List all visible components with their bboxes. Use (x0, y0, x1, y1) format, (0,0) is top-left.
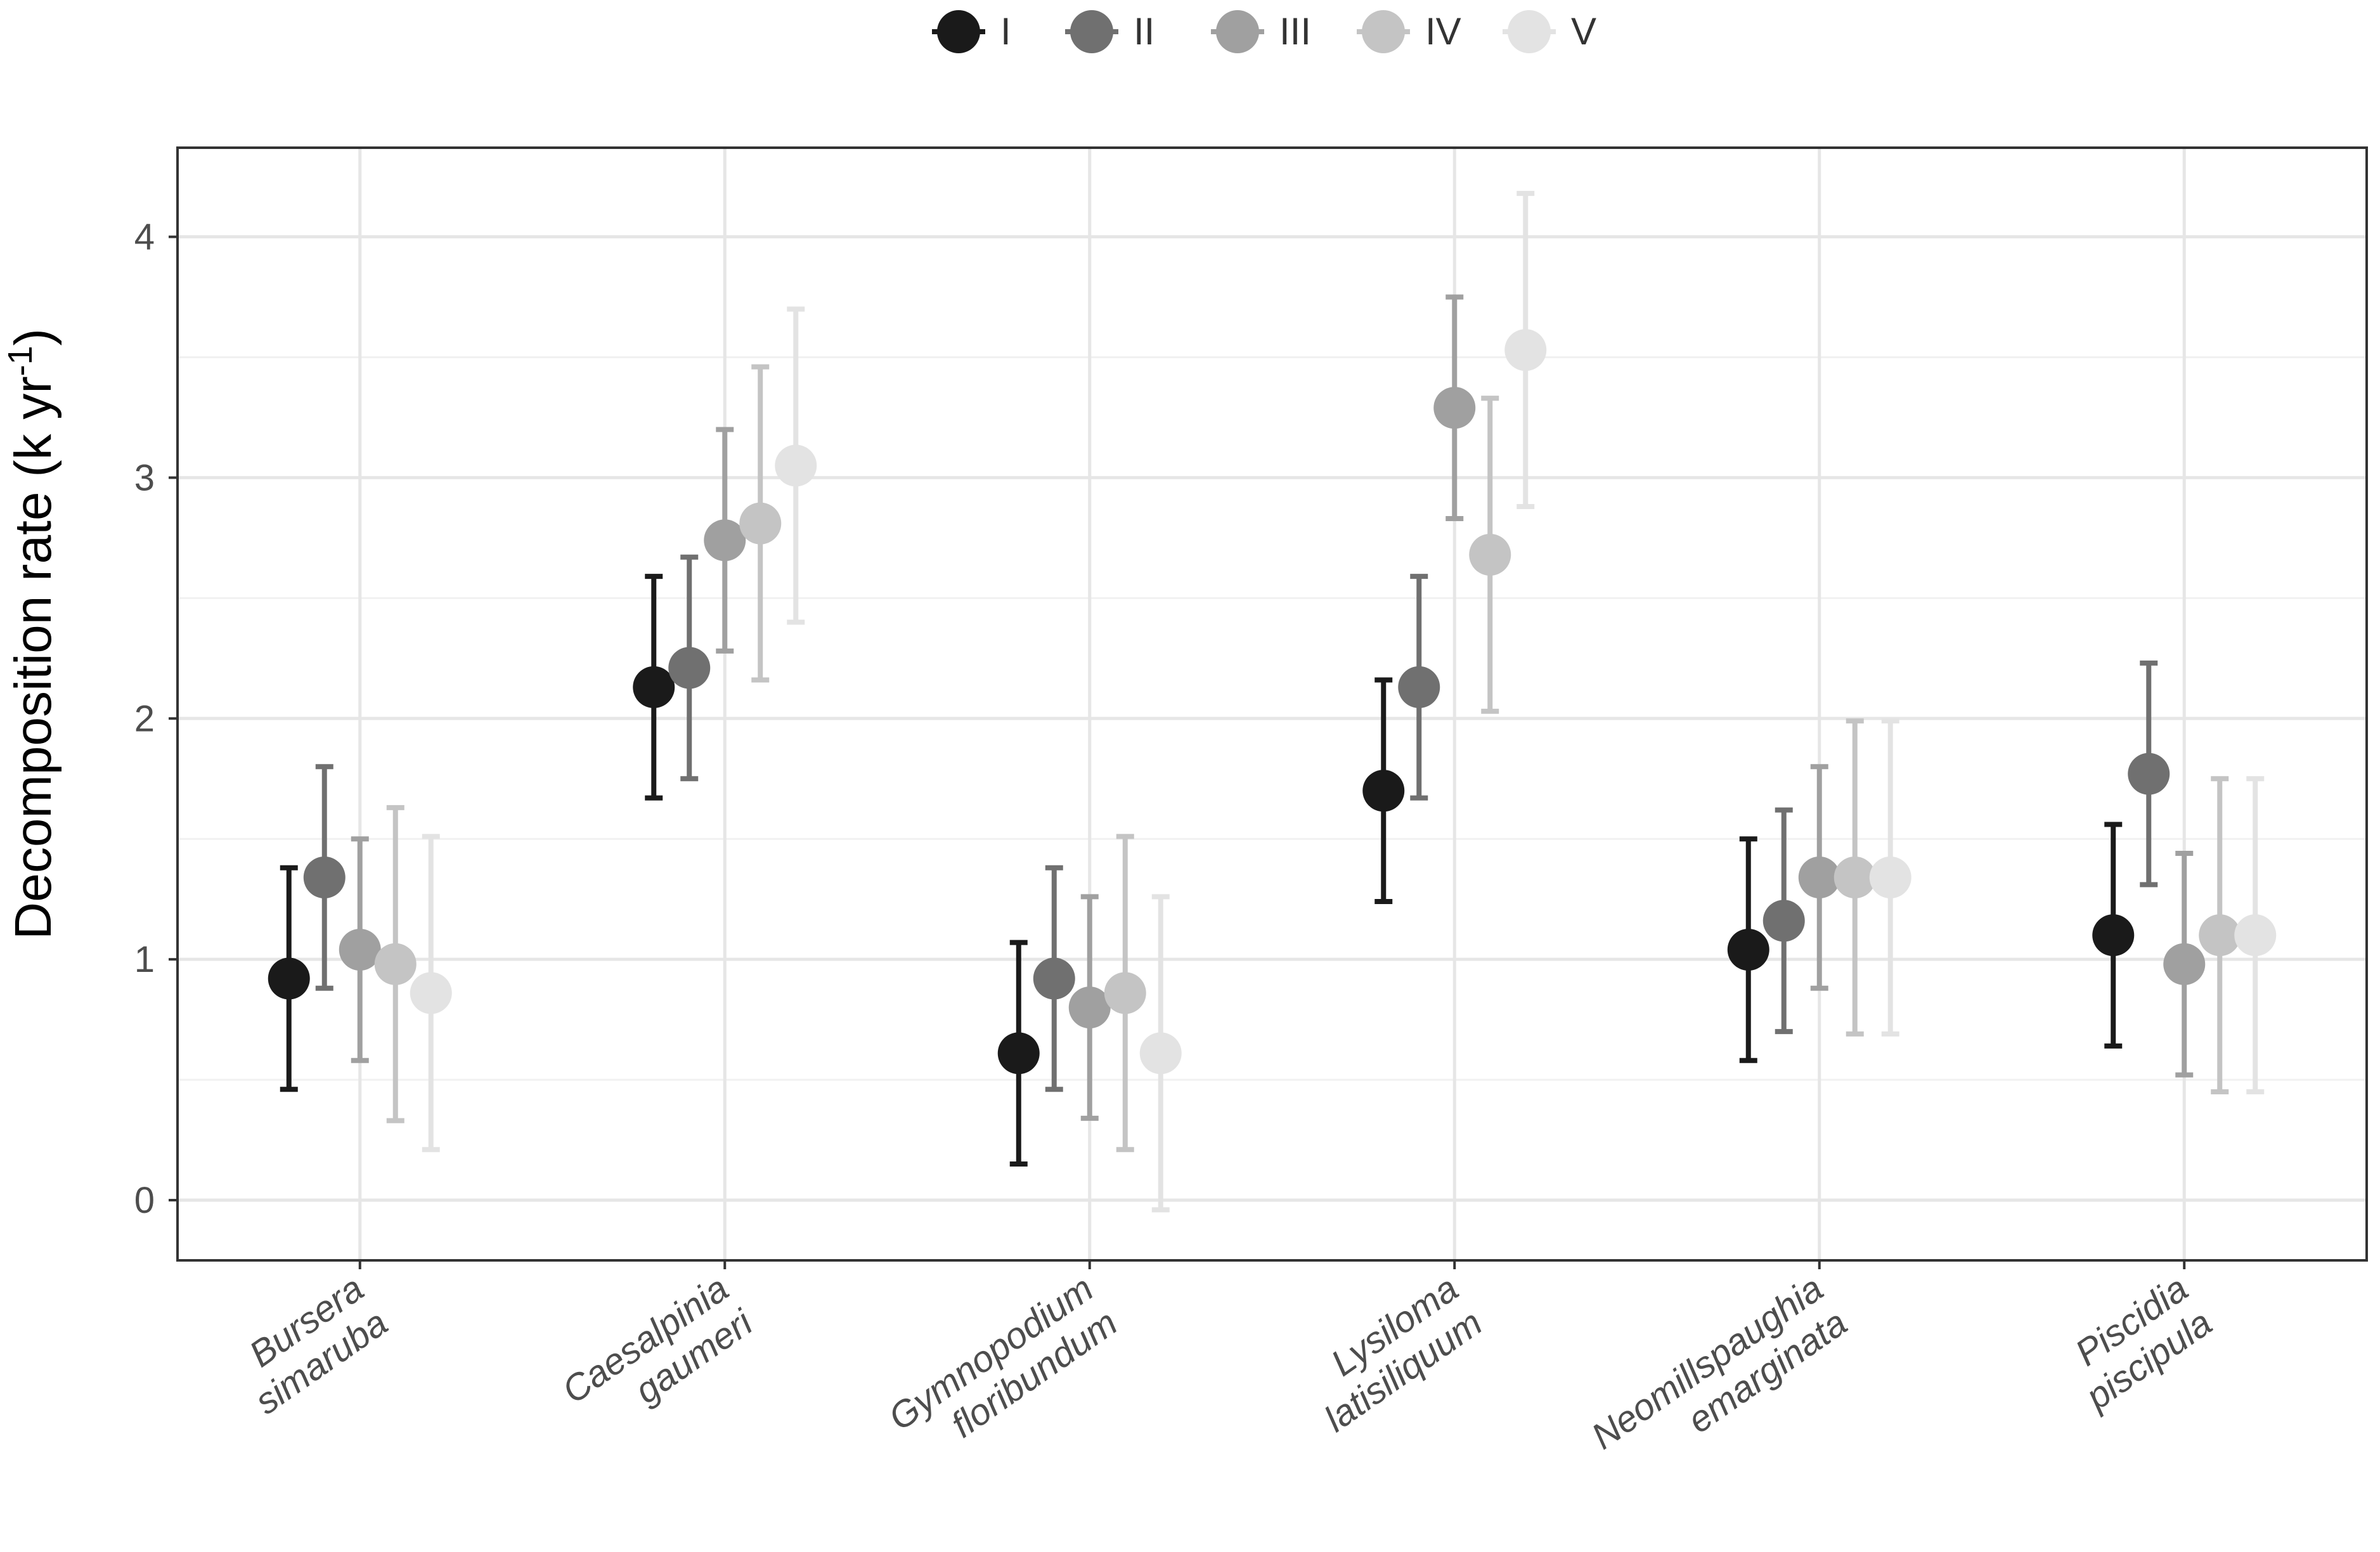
x-tick-label: Piscidiapiscipula (2053, 1267, 2220, 1418)
data-point (2163, 943, 2206, 985)
data-point (410, 972, 452, 1014)
data-point (997, 1032, 1040, 1075)
legend-label: V (1571, 10, 1596, 53)
data-point (704, 519, 746, 562)
x-axis: Burserasimaruba Caesalpiniagaumeri Gymnopo… (224, 1260, 2220, 1491)
data-point (1362, 770, 1405, 812)
data-point (1068, 986, 1111, 1029)
series-III (339, 294, 2206, 1121)
y-axis-title-close: ) (4, 328, 62, 346)
legend-item: II (1065, 10, 1154, 53)
y-axis-title-main: Decomposition rate (k yr (4, 376, 62, 940)
data-point (775, 444, 817, 487)
data-point (1433, 387, 1476, 429)
data-point (303, 857, 346, 899)
data-point (668, 647, 711, 689)
y-axis: 0 1 2 3 4 (134, 217, 178, 1221)
data-point (2092, 914, 2135, 957)
x-tick-label: Neomillspaughiaemarginata (1584, 1267, 1854, 1491)
legend-item: V (1503, 10, 1596, 53)
data-point (1033, 957, 1075, 1000)
series-II (303, 554, 2170, 1092)
series-I (268, 574, 2135, 1167)
y-tick-label: 2 (134, 698, 155, 739)
legend-key-point (1070, 10, 1113, 53)
y-axis-title-superscript: -1 (1, 346, 39, 376)
series-V (410, 191, 2277, 1213)
x-tick-label: Caesalpiniagaumeri (555, 1267, 761, 1445)
data-point (633, 666, 675, 708)
panel-border (176, 146, 2368, 1262)
legend-key-point (1508, 10, 1551, 53)
series-IV (374, 364, 2241, 1153)
data-point (1469, 533, 1511, 576)
data-point (1762, 900, 1805, 942)
legend-key-point (1362, 10, 1405, 53)
data-point (1727, 928, 1769, 971)
data-point (1398, 666, 1440, 708)
legend-item: III (1211, 10, 1311, 53)
legend-item: I (932, 10, 1011, 53)
y-tick-label: 0 (134, 1180, 155, 1221)
data-marks (268, 191, 2277, 1213)
legend-label: III (1279, 10, 1311, 53)
x-tick-label: Lysilomalatisiliquum (1293, 1267, 1489, 1440)
data-point (2128, 753, 2170, 795)
legend-label: IV (1425, 10, 1461, 53)
data-point (2234, 914, 2277, 957)
data-point (1869, 857, 1911, 899)
data-point (2199, 914, 2241, 957)
legend-label: II (1134, 10, 1154, 53)
x-tick-label: Burserasimaruba (224, 1267, 396, 1422)
data-point (374, 943, 417, 985)
data-point (1104, 972, 1146, 1014)
data-point (1798, 857, 1840, 899)
plot-panel (176, 146, 2368, 1262)
data-point (339, 928, 381, 971)
data-point (1139, 1032, 1182, 1075)
y-axis-title: Decomposition rate (k yr-1) (1, 328, 62, 940)
y-tick-label: 3 (134, 457, 155, 498)
legend: I II III IV V (932, 10, 1596, 53)
x-tick-label: Gymnopodiumfloribundum (881, 1267, 1125, 1473)
data-point (739, 502, 782, 545)
legend-key-point (937, 10, 980, 53)
y-tick-label: 1 (134, 939, 155, 980)
data-point (1834, 857, 1876, 899)
legend-key-point (1216, 10, 1259, 53)
data-point (1504, 329, 1547, 372)
y-tick-label: 4 (134, 217, 155, 258)
legend-label: I (1000, 10, 1011, 53)
legend-item: IV (1357, 10, 1461, 53)
data-point (268, 957, 310, 1000)
